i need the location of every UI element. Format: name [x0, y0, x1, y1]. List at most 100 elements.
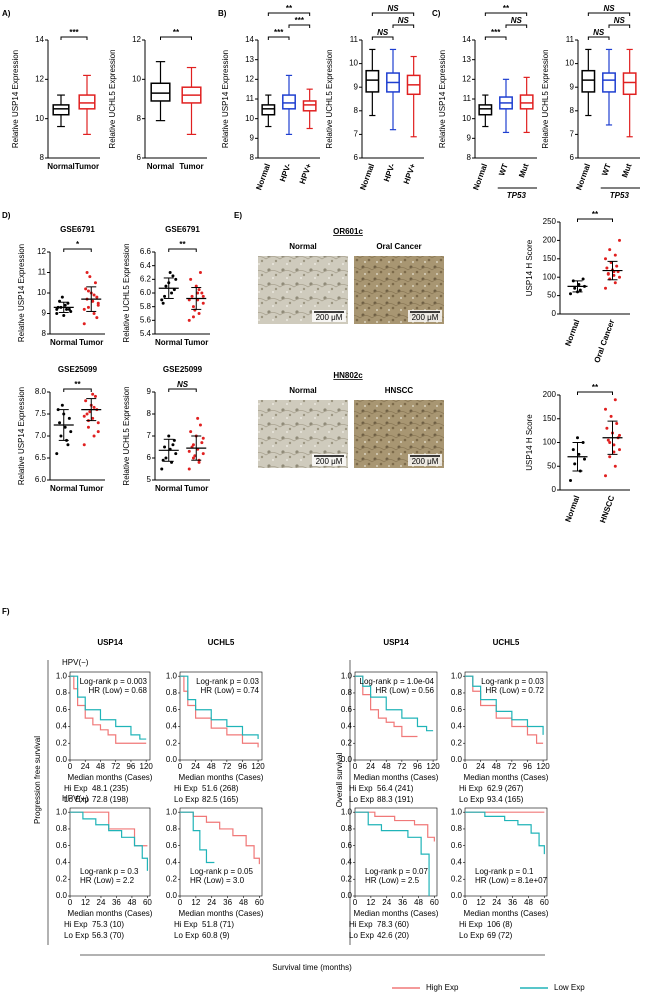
y-tick-label: 0.4	[451, 858, 463, 867]
sig-label: NS	[377, 28, 389, 37]
x-tick-label: 60	[540, 898, 549, 907]
hi-value: 51.6 (268)	[202, 784, 239, 793]
hr-text: HR (Low) = 3.0	[190, 876, 245, 885]
y-tick-label: 6.2	[140, 274, 152, 283]
data-point	[92, 293, 96, 297]
x-tick-label: 96	[413, 762, 422, 771]
x-tick-label: 12	[366, 898, 375, 907]
x-tick-label: 60	[430, 898, 439, 907]
x-tick-label: 24	[191, 762, 200, 771]
x-tick-label: 24	[382, 898, 391, 907]
y-tick-label: 10	[462, 114, 471, 123]
survival-curve	[355, 811, 430, 896]
x-tick-label: 48	[127, 898, 136, 907]
data-point	[608, 455, 612, 459]
y-tick-label: 1.0	[166, 671, 178, 680]
data-point	[194, 284, 198, 288]
scale-label: 200 μM	[316, 313, 343, 322]
y-tick-label: 0.0	[56, 891, 68, 900]
x-tick-label: 24	[207, 898, 216, 907]
data-point	[606, 272, 610, 276]
x-tick-label: Normal	[254, 162, 272, 191]
y-tick-label: 0.0	[341, 891, 353, 900]
y-tick-label: 0.8	[341, 824, 353, 833]
data-point	[191, 315, 195, 319]
sig-bracket	[371, 12, 415, 16]
lo-value: 72.8 (198)	[92, 795, 129, 804]
y-tick-label: 0.0	[451, 755, 463, 764]
y-tick-label: 150	[543, 254, 557, 263]
box	[78, 94, 96, 110]
y-tick-label: 8.0	[35, 387, 47, 396]
box	[150, 82, 171, 102]
y-tick-label: 9	[147, 387, 152, 396]
data-point	[604, 407, 607, 411]
data-point	[93, 281, 97, 285]
legend-label: Low Exp	[554, 983, 585, 992]
x-tick-label: 72	[507, 762, 516, 771]
box	[519, 94, 534, 110]
x-tick-label: Normal	[358, 162, 376, 191]
x-tick-label: Tumor	[75, 162, 99, 171]
y-tick-label: 10	[37, 288, 46, 297]
x-tick-label: Normal	[50, 338, 78, 347]
y-tick-label: 0.6	[451, 841, 463, 850]
scale-bg	[312, 310, 346, 322]
plot-title: GSE25099	[58, 365, 98, 374]
data-point	[66, 443, 70, 447]
y-tick-label: 250	[543, 217, 557, 226]
data-point	[88, 275, 92, 279]
y-tick-label: 10	[132, 74, 141, 83]
x-axis-label: Survival time (months)	[272, 963, 352, 972]
x-tick-label: 0	[463, 898, 468, 907]
x-tick-label: 96	[523, 762, 532, 771]
box	[622, 72, 637, 96]
y-tick-label: 7	[570, 130, 575, 139]
sig-bracket	[168, 248, 197, 252]
image-label: Normal	[289, 386, 317, 395]
data-point	[174, 452, 178, 456]
logrank-text: Log-rank p = 1.0e-04	[360, 677, 435, 686]
x-tick-label: 60	[143, 898, 152, 907]
row-label: HPV(+)	[62, 794, 89, 803]
sig-label: NS	[593, 28, 605, 37]
image-label: HNSCC	[385, 386, 414, 395]
sig-bracket	[577, 391, 613, 395]
plot-frame	[179, 671, 263, 761]
survival-curve	[70, 675, 147, 744]
panel-label: D)	[2, 211, 11, 220]
y-tick-label: 1.0	[56, 807, 68, 816]
x-tick-label: 24	[81, 762, 90, 771]
x-tick-label: 96	[238, 762, 247, 771]
sig-bracket	[168, 388, 197, 392]
data-point	[82, 307, 86, 311]
x-tick-label: HPV+	[402, 162, 418, 185]
axis-caption: Median months (Cases)	[68, 773, 153, 782]
y-tick-label: 14	[35, 35, 44, 44]
y-tick-label: 11	[38, 268, 47, 277]
data-point	[613, 398, 617, 402]
logrank-text: Log-rank p = 0.1	[475, 867, 534, 876]
y-tick-label: 12	[37, 247, 46, 256]
x-tick-label: Oral Cancer	[592, 318, 616, 364]
y-tick-label: 0.4	[56, 722, 68, 731]
x-tick-label: 72	[222, 762, 231, 771]
y-tick-label: 0.6	[166, 705, 178, 714]
data-point	[88, 410, 92, 414]
box	[365, 69, 380, 93]
data-point	[615, 422, 619, 425]
sig-bracket	[484, 12, 528, 16]
column-title: USP14	[97, 638, 123, 647]
box	[478, 104, 493, 116]
sig-bracket	[63, 388, 92, 392]
plot-frame	[354, 671, 438, 761]
y-tick-label: 7.5	[35, 409, 47, 418]
data-point	[187, 318, 191, 322]
x-tick-label: 12	[81, 898, 90, 907]
y-tick-label: 14	[245, 35, 254, 44]
scale-label: 200 μM	[412, 313, 439, 322]
x-tick-label: 72	[111, 762, 120, 771]
data-point	[189, 277, 193, 281]
y-tick-label: 8	[354, 106, 359, 115]
hi-value: 78.3 (60)	[377, 920, 409, 929]
